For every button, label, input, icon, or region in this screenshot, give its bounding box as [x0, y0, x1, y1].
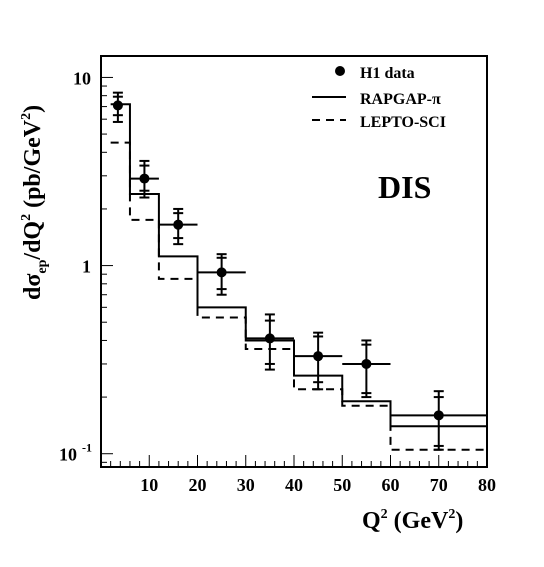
x-tick-label: 80: [478, 475, 496, 495]
data-point: [313, 351, 324, 362]
x-tick-label: 40: [285, 475, 303, 495]
x-tick-label: 70: [430, 475, 448, 495]
legend-label-lepto: LEPTO-SCI: [360, 114, 446, 131]
x-tick-label: 10: [140, 475, 158, 495]
legend-label-rapgap: RAPGAP-π: [360, 91, 441, 108]
x-tick-label: 60: [382, 475, 400, 495]
x-axis-label-units: (GeV: [388, 508, 449, 534]
x-tick-label: 50: [333, 475, 351, 495]
legend-label-h1-data: H1 data: [360, 65, 415, 82]
dis-annotation: DIS: [378, 169, 431, 205]
data-point: [216, 267, 227, 278]
data-point: [173, 219, 184, 230]
x-axis-label: Q2 (GeV2): [362, 507, 463, 534]
x-axis-label-close: ): [455, 508, 463, 534]
data-point: [361, 358, 372, 369]
y-tick-label: 10: [59, 445, 77, 465]
series-layer: [110, 91, 488, 467]
y-tick-label: 1: [82, 257, 91, 277]
data-point: [139, 173, 150, 184]
legend-marker-h1-data: [335, 66, 345, 76]
y-tick-label: 10: [73, 68, 91, 88]
y-tick-exponent: -1: [82, 441, 92, 455]
x-tick-label: 20: [189, 475, 207, 495]
lepto-sci-step-line: [110, 141, 488, 467]
x-axis-label-base: Q: [362, 508, 381, 534]
y-axis-label: dσep/dQ2 (pb/GeV2): [19, 105, 50, 300]
y-axis-label-group: dσep/dQ2 (pb/GeV2): [19, 105, 50, 300]
data-point: [433, 410, 444, 421]
legend: H1 data RAPGAP-π LEPTO-SCI: [312, 65, 446, 131]
x-axis-label-sup: 2: [381, 507, 388, 522]
data-point: [112, 100, 123, 111]
x-axis-label-units-sup: 2: [448, 507, 455, 522]
data-point: [264, 333, 275, 344]
x-tick-label: 30: [237, 475, 255, 495]
axis-layer: 10 20 30 40 50 60 70 80 10 1 10 -1: [59, 68, 496, 495]
rapgap-step-line: [110, 103, 488, 467]
